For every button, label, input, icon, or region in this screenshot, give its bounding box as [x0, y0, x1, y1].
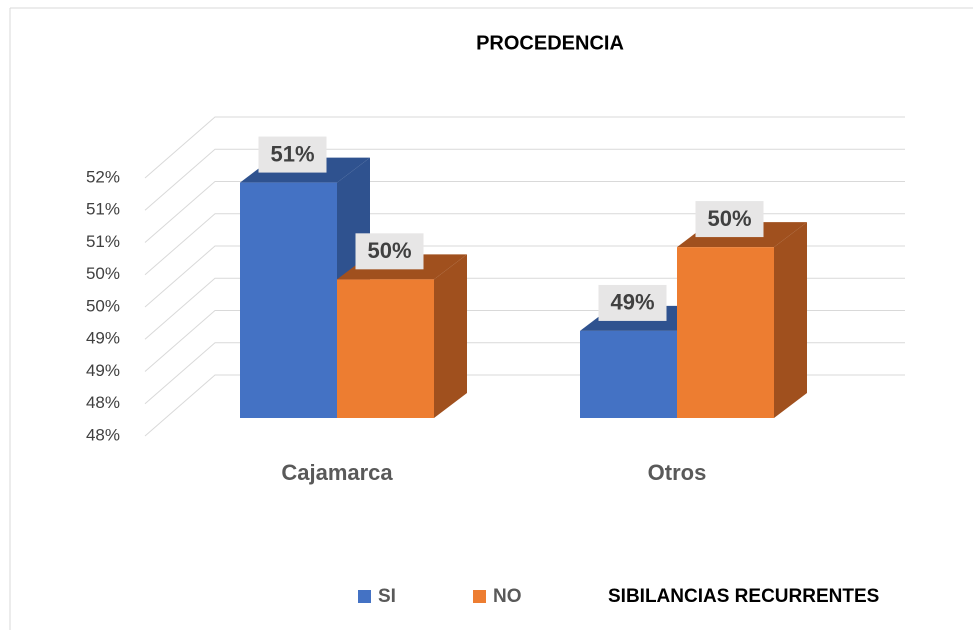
y-tick-label: 51%	[86, 232, 120, 251]
data-label-box	[258, 136, 327, 173]
y-tick-label: 49%	[86, 329, 120, 348]
bar-face	[774, 222, 807, 418]
bar-face	[677, 247, 774, 418]
legend-title: SIBILANCIAS RECURRENTES	[608, 586, 879, 607]
y-tick-label: 48%	[86, 425, 120, 444]
legend-swatch	[473, 590, 486, 603]
bar	[337, 254, 467, 418]
data-label: 50%	[367, 238, 411, 263]
grid-line	[144, 245, 905, 308]
data-label: 51%	[270, 141, 314, 166]
grid-line	[144, 148, 905, 211]
data-label-box	[598, 284, 667, 321]
data-label: 49%	[610, 290, 654, 315]
legend-label: SI	[378, 586, 396, 607]
legend-label: NO	[493, 586, 522, 607]
data-label: 50%	[707, 206, 751, 231]
chart-title: PROCEDENCIA	[476, 32, 624, 54]
x-tick-label: Cajamarca	[281, 460, 393, 485]
bar-face	[434, 254, 467, 418]
bar	[677, 222, 807, 418]
data-label-box	[695, 201, 764, 238]
grid-line	[144, 277, 905, 340]
y-tick-label: 51%	[86, 200, 120, 219]
y-tick-label: 48%	[86, 393, 120, 412]
y-tick-label: 50%	[86, 264, 120, 283]
grid-line	[144, 181, 905, 243]
y-tick-label: 49%	[86, 361, 120, 380]
bar-face	[240, 182, 337, 418]
x-tick-label: Otros	[648, 460, 707, 485]
data-label-box	[355, 233, 424, 270]
y-tick-label: 50%	[86, 296, 120, 315]
grid-line	[144, 213, 905, 276]
bar-face	[580, 330, 677, 418]
grid-line	[144, 116, 905, 179]
legend-swatch	[358, 590, 371, 603]
y-tick-label: 52%	[86, 167, 120, 186]
bar-face	[337, 279, 434, 418]
